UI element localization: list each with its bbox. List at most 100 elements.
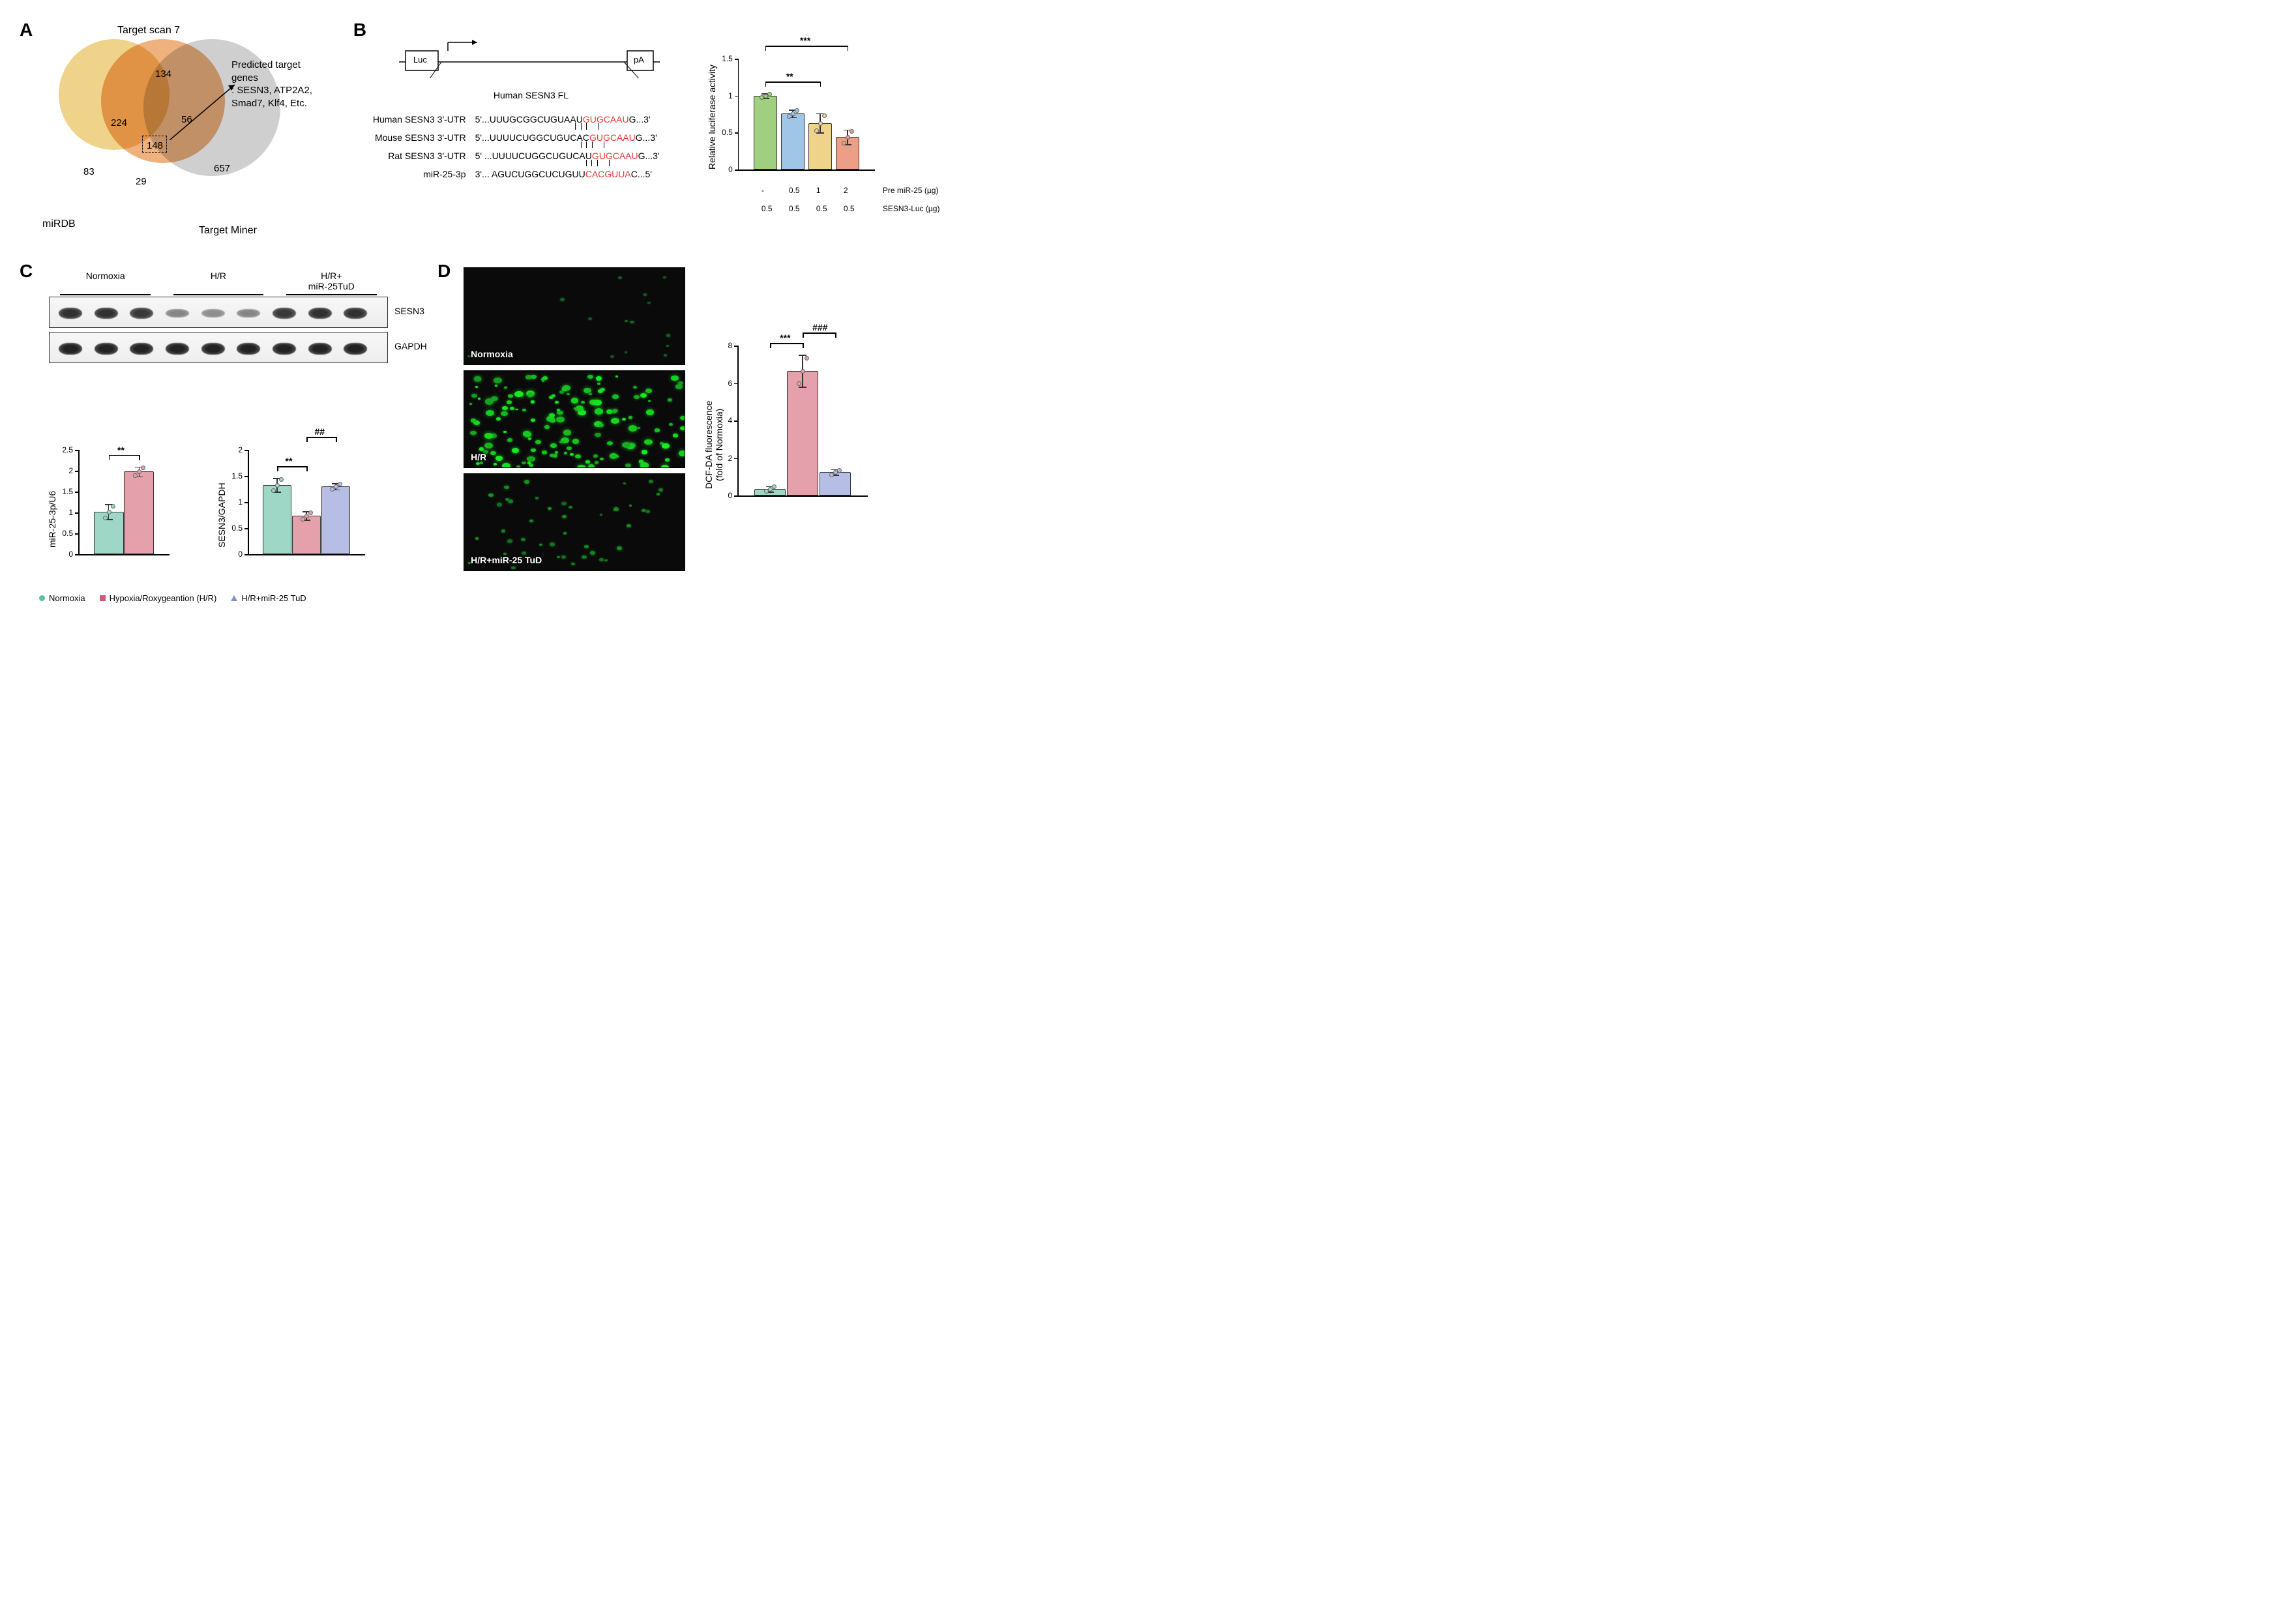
cell	[657, 493, 660, 495]
cell	[522, 409, 526, 411]
sequence-block: Human SESN3 3'-UTR5'...UUUGCGGCUGUAAUGUG…	[373, 114, 660, 179]
cell	[612, 394, 619, 399]
blot-band	[273, 308, 296, 319]
y-tick	[244, 554, 248, 555]
sig-bracket	[765, 46, 767, 51]
legend-marker-circle	[39, 595, 45, 601]
cell	[561, 555, 566, 559]
cell	[504, 387, 507, 389]
panel-c: C NormoxiaH/RH/R+ miR-25TuD SESN3GAPDH m…	[20, 261, 424, 626]
sig-bracket	[803, 332, 835, 334]
cell	[504, 486, 509, 490]
cell	[615, 376, 619, 377]
chart-c1-ylabel: miR-25-3p/U6	[47, 491, 57, 548]
y-tick	[735, 170, 738, 171]
cell	[662, 443, 670, 449]
y-tick-label: 0.5	[62, 529, 73, 538]
bar	[292, 516, 321, 554]
seq-text: 3'... AGUCUGGCUCUGUUCACGUUAC...5'	[475, 169, 660, 179]
cell	[611, 418, 619, 424]
bar	[781, 113, 805, 170]
row-bottom: C NormoxiaH/RH/R+ miR-25TuD SESN3GAPDH m…	[20, 261, 893, 626]
cell	[628, 425, 637, 431]
cell	[634, 395, 640, 399]
cell	[542, 380, 544, 382]
y-tick-label: 0	[728, 165, 733, 174]
blot-lane	[49, 297, 388, 328]
row-top: A Target scan 7 miRDB Target Miner 134 8…	[20, 20, 893, 241]
cell	[669, 423, 673, 426]
x-tick-label: 0.5	[844, 204, 855, 213]
y-tick-label: 1	[728, 91, 733, 100]
chart-b-ylabel: Relative luciferase activity	[707, 65, 717, 170]
cell	[645, 510, 650, 513]
construct-title: Human SESN3 FL	[494, 90, 569, 100]
cell	[572, 439, 579, 443]
sig-label: ##	[315, 426, 325, 437]
cell	[555, 451, 558, 453]
cell	[643, 293, 647, 296]
cell	[595, 408, 603, 414]
sig-label: **	[117, 445, 125, 455]
blot-band	[237, 343, 260, 355]
cell	[633, 386, 637, 389]
cell	[512, 448, 519, 453]
sig-bracket	[336, 437, 337, 442]
cell	[555, 401, 559, 404]
cell	[584, 545, 589, 548]
cell	[571, 563, 575, 565]
seq-label: miR-25-3p	[373, 169, 475, 179]
cell	[569, 506, 572, 509]
cell	[495, 385, 497, 387]
cell	[488, 494, 494, 497]
sig-bracket	[139, 455, 140, 460]
sig-bracket	[765, 81, 767, 87]
cell	[471, 394, 477, 398]
y-tick-label: 0	[728, 491, 732, 500]
blot-header-label: Normoxia	[49, 271, 162, 293]
cell	[550, 542, 555, 546]
y-tick	[735, 132, 738, 134]
y-axis	[248, 450, 249, 554]
cell	[508, 394, 512, 398]
y-tick-label: 1	[68, 508, 73, 517]
x-row-label: Pre miR-25 (µg)	[883, 186, 939, 195]
venn-n-top: 134	[155, 68, 171, 80]
cell	[627, 524, 631, 527]
panel-b-label: B	[353, 20, 366, 40]
seq-label: Rat SESN3 3'-UTR	[373, 151, 475, 161]
data-point	[271, 488, 276, 493]
sig-label: **	[286, 456, 293, 466]
cell	[567, 447, 571, 450]
cell	[644, 439, 653, 445]
cell	[507, 539, 512, 543]
blot-lane	[49, 332, 388, 363]
cell	[623, 482, 626, 484]
x-axis	[738, 170, 875, 171]
cell	[510, 407, 514, 410]
venn-n-lr: 29	[136, 176, 147, 187]
cell	[655, 428, 660, 432]
cell	[527, 392, 533, 396]
legend-item: Normoxia	[39, 593, 85, 603]
microscopy-stack: NormoxiaH/RH/R+miR-25 TuD	[464, 267, 685, 576]
y-tick	[734, 383, 737, 385]
blot-header: NormoxiaH/RH/R+ miR-25TuD	[49, 271, 388, 297]
data-point	[850, 129, 854, 134]
blot-band	[344, 343, 367, 355]
sig-bracket	[306, 437, 336, 438]
cell	[475, 537, 479, 539]
cell	[497, 503, 502, 507]
chart-b-xaxis: -0.512Pre miR-25 (µg)0.50.50.50.5SESN3-L…	[712, 186, 914, 225]
microscopy-image: Normoxia	[464, 267, 685, 365]
cell	[645, 389, 652, 393]
cell	[679, 450, 686, 456]
cell	[663, 276, 666, 279]
cell	[610, 355, 614, 358]
cell	[535, 440, 540, 444]
cell	[514, 391, 523, 397]
cell	[588, 464, 595, 468]
cell	[664, 354, 667, 357]
x-tick-label: 0.5	[761, 204, 773, 213]
legend-marker-square	[100, 595, 106, 601]
